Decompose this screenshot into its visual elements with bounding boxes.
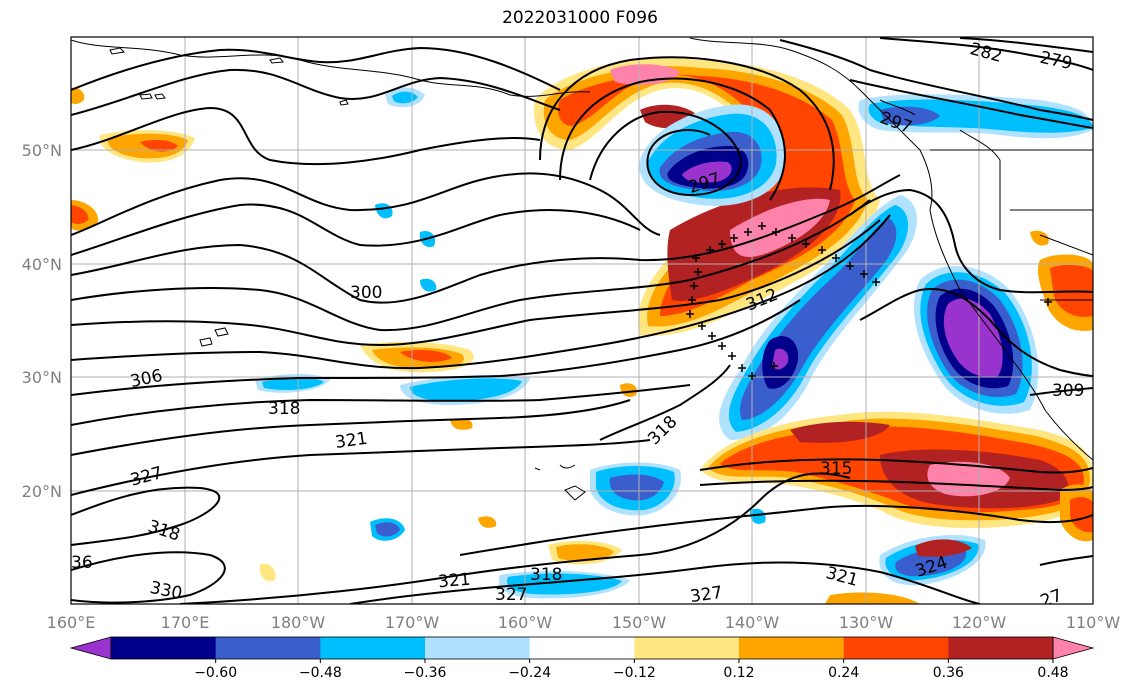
lon-label: 140°W	[725, 613, 780, 632]
coastlines	[71, 37, 1093, 501]
lon-label: 170°W	[385, 613, 440, 632]
colorbar-segment	[320, 637, 426, 659]
colorbar-tick-label: −0.12	[613, 665, 656, 681]
colorbar-tick-label: 0.24	[828, 665, 859, 681]
colorbar-segment	[215, 637, 321, 659]
colorbar-tick-label: −0.36	[404, 665, 447, 681]
contour-label: 300	[350, 283, 382, 303]
lon-label: 160°E	[47, 613, 96, 632]
lon-label: 130°W	[839, 613, 894, 632]
colorbar-tick-label: −0.48	[299, 665, 342, 681]
lat-label: 50°N	[22, 141, 62, 160]
colorbar-segment	[425, 637, 531, 659]
colorbar-tick-label: −0.24	[508, 665, 551, 681]
lon-label: 120°W	[952, 613, 1007, 632]
longitude-axis: 160°E 170°E 180°W 170°W 160°W 150°W 140°…	[47, 613, 1121, 632]
colorbar-tick-label: −0.60	[194, 665, 237, 681]
colorbar-tick-label: 0.48	[1037, 665, 1068, 681]
contour-label: 327	[495, 585, 527, 605]
colorbar-segment	[948, 637, 1054, 659]
lat-label: 40°N	[22, 255, 62, 274]
contour-label: 327	[689, 583, 724, 607]
colorbar-outline	[110, 636, 1054, 660]
contour-label: 36	[71, 553, 93, 573]
contour-label: 318	[268, 399, 300, 419]
lat-label: 20°N	[22, 482, 62, 501]
colorbar-segment	[529, 637, 635, 659]
colorbar-segment	[739, 637, 845, 659]
colorbar-segment	[111, 637, 217, 659]
contour-label: 321	[334, 429, 369, 453]
contours	[71, 37, 1093, 604]
latitude-axis: 50°N 40°N 30°N 20°N	[22, 141, 62, 501]
lon-label: 150°W	[612, 613, 667, 632]
colorbar-extend-low	[69, 636, 112, 660]
map-title: 2022031000 F096	[502, 8, 658, 28]
colorbar-segment	[634, 637, 740, 659]
contour-label: 309	[1052, 381, 1084, 401]
shaded-field	[71, 57, 1093, 604]
contour-label: 321	[437, 570, 471, 593]
lon-label: 180°W	[271, 613, 326, 632]
contour-label: 27	[1038, 586, 1065, 612]
contour-label: 315	[820, 459, 852, 479]
crosses	[686, 222, 1052, 380]
colorbar-extend-high	[1052, 636, 1095, 660]
colorbar: −0.60 −0.48 −0.36 −0.24 −0.12 0.12 0.24 0.36 0.4…	[69, 636, 1095, 681]
colorbar-tick-label: 0.36	[933, 665, 964, 681]
colorbar-tick-label: 0.12	[723, 665, 754, 681]
colorbar-segment	[843, 637, 949, 659]
lat-label: 30°N	[22, 368, 62, 387]
lon-label: 170°E	[161, 613, 210, 632]
lon-label: 160°W	[498, 613, 553, 632]
contour-label: 318	[530, 565, 562, 585]
lon-label: 110°W	[1066, 613, 1121, 632]
plot-frame	[70, 36, 1094, 605]
